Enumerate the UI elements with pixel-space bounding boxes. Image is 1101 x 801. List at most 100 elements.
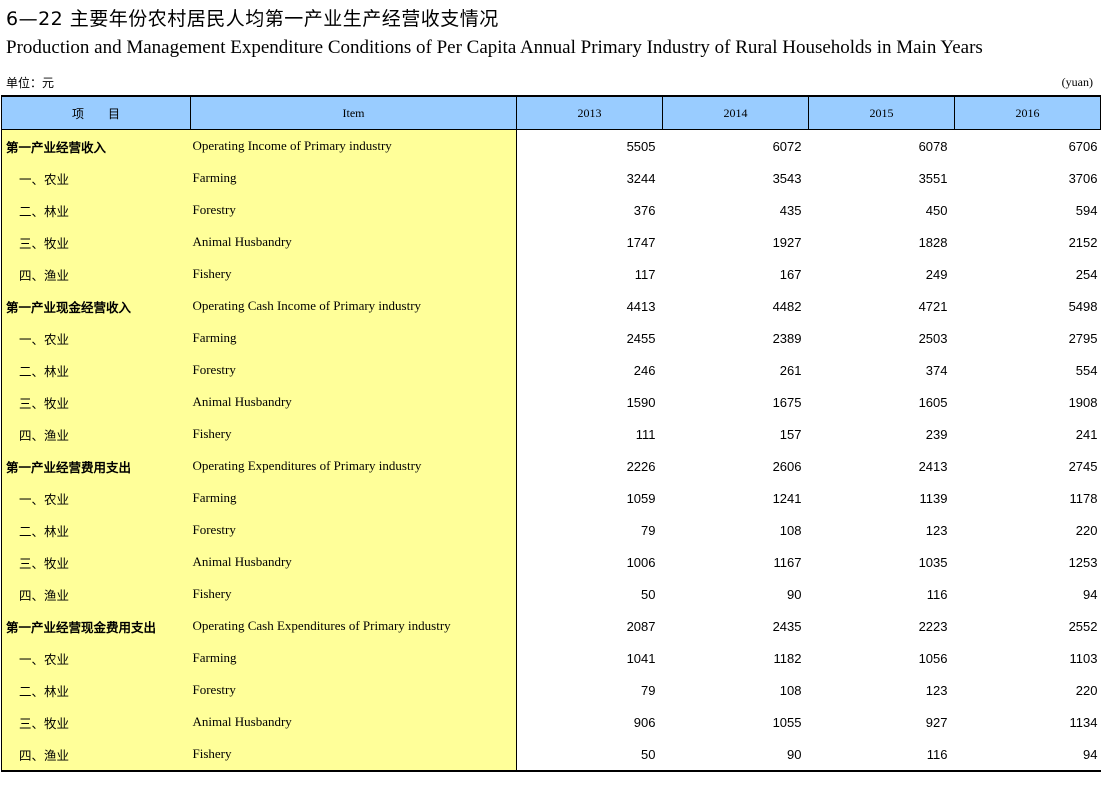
value-cell: 6072 — [772, 138, 802, 154]
value-cell: 2435 — [772, 618, 802, 634]
value-cell: 2745 — [1068, 458, 1098, 474]
value-cell: 5505 — [626, 138, 656, 154]
value-cell: 1134 — [1069, 714, 1098, 730]
value-cell: 2413 — [918, 458, 948, 474]
row-label-en: Farming — [190, 322, 517, 354]
row-label-cn: 二、林业 — [1, 514, 191, 546]
value-cell: 927 — [925, 714, 948, 730]
value-cell: 3543 — [772, 170, 802, 186]
row-label-en: Fishery — [190, 738, 517, 772]
row-label-en: Forestry — [190, 674, 517, 706]
value-cell: 906 — [633, 714, 656, 730]
value-cell: 2606 — [772, 458, 802, 474]
row-label-cn: 第一产业现金经营收入 — [1, 290, 191, 322]
row-label-cn: 一、农业 — [1, 162, 191, 194]
value-cell: 94 — [1083, 586, 1098, 602]
row-label-en: Animal Husbandry — [190, 226, 517, 258]
value-cell: 3706 — [1068, 170, 1098, 186]
value-cell: 374 — [925, 362, 948, 378]
value-cell: 1167 — [773, 554, 802, 570]
value-cell: 2795 — [1068, 330, 1098, 346]
value-cell: 6706 — [1068, 138, 1098, 154]
value-cell: 554 — [1075, 362, 1098, 378]
value-cell: 90 — [787, 586, 802, 602]
table-row: 四、渔业 Fishery 111 157 239 241 — [1, 418, 1101, 450]
value-cell: 117 — [634, 266, 656, 282]
table-row: 二、林业 Forestry 79 108 123 220 — [1, 674, 1101, 706]
value-cell: 116 — [808, 738, 955, 772]
value-cell: 1139 — [919, 490, 948, 506]
value-cell: 1675 — [772, 394, 802, 410]
row-label-en: Fishery — [190, 578, 517, 610]
table-row: 三、牧业 Animal Husbandry 1747 1927 1828 2152 — [1, 226, 1101, 258]
value-cell: 1059 — [626, 490, 656, 506]
value-cell: 2503 — [918, 330, 948, 346]
row-label-cn: 第一产业经营费用支出 — [1, 450, 191, 482]
table-row: 第一产业经营费用支出 Operating Expenditures of Prim… — [1, 450, 1101, 482]
value-cell: 241 — [1075, 426, 1098, 442]
value-cell: 50 — [641, 586, 656, 602]
value-cell: 2223 — [918, 618, 948, 634]
value-cell: 376 — [633, 202, 656, 218]
header-year: 2014 — [662, 95, 809, 130]
value-cell: 2226 — [626, 458, 656, 474]
row-label-en: Farming — [190, 162, 517, 194]
table-row: 一、农业 Farming 2455 2389 2503 2795 — [1, 322, 1101, 354]
table-header-row: 项 目 Item 2013 2014 2015 2016 — [1, 95, 1101, 130]
value-cell: 1006 — [626, 554, 656, 570]
row-label-cn: 四、渔业 — [1, 258, 191, 290]
unit-label-cn: 单位：元 — [6, 76, 55, 90]
value-cell: 2152 — [1068, 234, 1098, 250]
row-label-cn: 第一产业经营现金费用支出 — [1, 610, 191, 642]
table-row: 二、林业 Forestry 79 108 123 220 — [1, 514, 1101, 546]
data-table: 项 目 Item 2013 2014 2015 2016 第一产业经营收入 Ope… — [1, 95, 1101, 772]
value-cell: 1927 — [772, 234, 802, 250]
row-label-cn: 四、渔业 — [1, 578, 191, 610]
value-cell: 2389 — [772, 330, 802, 346]
table-row: 一、农业 Farming 1041 1182 1056 1103 — [1, 642, 1101, 674]
header-item-cn: 项 目 — [1, 95, 191, 130]
value-cell: 594 — [1075, 202, 1098, 218]
header-year: 2013 — [516, 95, 663, 130]
value-cell: 167 — [779, 266, 802, 282]
value-cell: 157 — [779, 426, 802, 442]
row-label-cn: 二、林业 — [1, 354, 191, 386]
value-cell: 1055 — [772, 714, 802, 730]
value-cell: 79 — [641, 682, 656, 698]
header-year: 2016 — [954, 95, 1101, 130]
table-row: 三、牧业 Animal Husbandry 906 1055 927 1134 — [1, 706, 1101, 738]
row-label-en: Animal Husbandry — [190, 706, 517, 738]
value-cell: 220 — [1075, 522, 1098, 538]
value-cell: 1041 — [626, 650, 656, 666]
table-row: 四、渔业 Fishery 117 167 249 254 — [1, 258, 1101, 290]
row-label-en: Fishery — [190, 258, 517, 290]
value-cell: 261 — [779, 362, 802, 378]
unit-label-en: (yuan) — [1061, 75, 1093, 89]
page-title-cn: 6—22 主要年份农村居民人均第一产业生产经营收支情况 — [6, 8, 499, 30]
value-cell: 239 — [925, 426, 948, 442]
row-label-cn: 一、农业 — [1, 482, 191, 514]
value-cell: 450 — [925, 202, 948, 218]
value-cell: 1253 — [1068, 554, 1098, 570]
page-title-en: Production and Management Expenditure Co… — [6, 37, 983, 58]
value-cell: 2552 — [1068, 618, 1098, 634]
value-cell: 249 — [925, 266, 948, 282]
value-cell: 123 — [925, 522, 948, 538]
row-label-cn: 四、渔业 — [1, 738, 191, 772]
value-cell: 3244 — [626, 170, 656, 186]
header-year: 2015 — [808, 95, 955, 130]
value-cell: 108 — [779, 682, 802, 698]
value-cell: 1178 — [1069, 490, 1098, 506]
value-cell: 1035 — [918, 554, 948, 570]
value-cell: 4482 — [772, 298, 802, 314]
row-label-cn: 二、林业 — [1, 674, 191, 706]
value-cell: 254 — [1075, 266, 1098, 282]
row-label-cn: 一、农业 — [1, 642, 191, 674]
table-row: 二、林业 Forestry 376 435 450 594 — [1, 194, 1101, 226]
value-cell: 435 — [779, 202, 802, 218]
row-label-cn: 三、牧业 — [1, 546, 191, 578]
table-row: 三、牧业 Animal Husbandry 1590 1675 1605 1908 — [1, 386, 1101, 418]
value-cell: 123 — [925, 682, 948, 698]
row-label-en: Animal Husbandry — [190, 386, 517, 418]
value-cell: 1828 — [918, 234, 948, 250]
